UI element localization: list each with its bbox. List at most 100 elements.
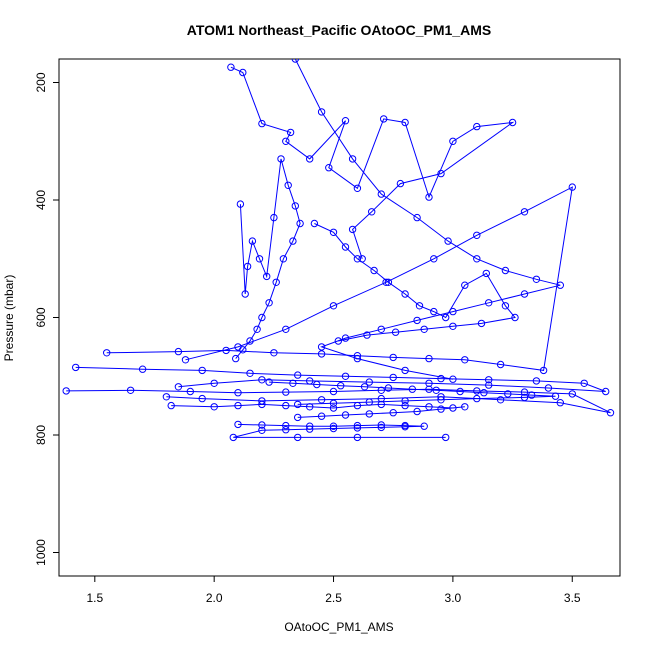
data-point bbox=[353, 255, 362, 263]
data-point bbox=[528, 391, 536, 399]
data-point bbox=[329, 404, 338, 412]
data-point bbox=[341, 243, 350, 251]
data-point bbox=[449, 322, 457, 330]
data-point bbox=[365, 378, 373, 386]
data-point bbox=[430, 307, 438, 316]
data-point bbox=[430, 255, 438, 263]
data-point bbox=[432, 386, 440, 394]
data-point bbox=[413, 407, 421, 416]
data-point bbox=[420, 422, 428, 430]
data-point bbox=[210, 379, 218, 387]
data-point bbox=[532, 377, 541, 385]
data-point bbox=[473, 231, 481, 240]
data-point bbox=[473, 387, 481, 395]
data-point bbox=[277, 155, 285, 163]
data-point bbox=[337, 382, 345, 390]
data-point bbox=[377, 190, 385, 198]
data-point bbox=[248, 237, 257, 245]
series-line bbox=[106, 186, 573, 371]
data-point bbox=[413, 213, 421, 222]
data-point bbox=[437, 374, 445, 383]
x-axis-label: OAtoOC_PM1_AMS bbox=[284, 620, 393, 634]
data-point bbox=[370, 266, 378, 275]
data-point bbox=[425, 193, 433, 201]
data-point bbox=[449, 404, 457, 412]
data-point bbox=[602, 387, 610, 396]
data-point bbox=[294, 433, 302, 442]
data-point bbox=[377, 421, 385, 429]
data-point bbox=[291, 59, 299, 63]
data-point bbox=[263, 272, 271, 281]
series-line bbox=[269, 381, 556, 405]
data-point bbox=[317, 108, 326, 116]
data-point bbox=[186, 387, 195, 396]
data-point bbox=[229, 433, 238, 442]
data-point bbox=[270, 349, 278, 357]
data-point bbox=[341, 117, 350, 125]
data-point bbox=[461, 356, 469, 364]
data-point bbox=[556, 399, 564, 407]
series-line bbox=[233, 423, 446, 438]
data-point bbox=[306, 422, 314, 430]
data-point bbox=[282, 388, 290, 396]
data-point bbox=[353, 424, 362, 432]
data-point bbox=[382, 278, 390, 286]
data-point bbox=[270, 213, 278, 222]
data-point bbox=[389, 373, 397, 382]
data-point bbox=[520, 388, 529, 396]
data-point bbox=[396, 179, 405, 188]
data-point bbox=[520, 290, 529, 298]
data-point bbox=[353, 421, 362, 430]
data-point bbox=[401, 401, 409, 410]
data-point bbox=[317, 412, 326, 420]
data-point bbox=[246, 369, 254, 377]
data-point bbox=[353, 433, 362, 442]
data-point bbox=[477, 319, 486, 328]
data-point bbox=[389, 353, 397, 362]
data-point bbox=[580, 379, 588, 387]
data-point bbox=[258, 426, 266, 434]
data-point bbox=[380, 115, 388, 123]
series-line bbox=[75, 366, 606, 392]
series-layer bbox=[62, 59, 615, 442]
data-point bbox=[329, 228, 338, 237]
data-point bbox=[258, 313, 266, 322]
data-point bbox=[384, 384, 393, 392]
data-point bbox=[72, 363, 80, 372]
data-point bbox=[126, 386, 135, 394]
data-point bbox=[508, 118, 517, 127]
data-point bbox=[234, 343, 242, 351]
data-point bbox=[442, 313, 450, 322]
data-point bbox=[413, 316, 421, 325]
data-point bbox=[401, 397, 409, 405]
data-point bbox=[353, 184, 362, 193]
data-point bbox=[461, 403, 469, 411]
data-point bbox=[401, 118, 409, 127]
data-point bbox=[234, 420, 242, 429]
data-point bbox=[291, 202, 299, 210]
x-tick-label: 1.5 bbox=[86, 591, 103, 605]
data-point bbox=[265, 378, 273, 386]
data-point bbox=[449, 375, 457, 383]
data-point bbox=[255, 255, 264, 263]
data-point bbox=[365, 410, 373, 418]
data-point bbox=[329, 422, 338, 430]
data-point bbox=[253, 325, 261, 333]
data-point bbox=[377, 423, 385, 432]
data-point bbox=[425, 354, 433, 363]
data-point bbox=[504, 390, 512, 398]
data-point bbox=[501, 302, 510, 310]
data-point bbox=[437, 396, 445, 404]
data-point bbox=[606, 409, 615, 417]
data-point bbox=[482, 269, 490, 278]
y-tick-label: 600 bbox=[34, 307, 48, 327]
y-axis: 200 400 600 800 1000 bbox=[34, 72, 59, 566]
data-point bbox=[310, 219, 319, 228]
data-point bbox=[284, 181, 292, 190]
data-point bbox=[425, 379, 433, 387]
data-point bbox=[138, 365, 147, 373]
data-point bbox=[520, 208, 529, 216]
data-point bbox=[334, 337, 342, 345]
data-point bbox=[449, 307, 457, 316]
